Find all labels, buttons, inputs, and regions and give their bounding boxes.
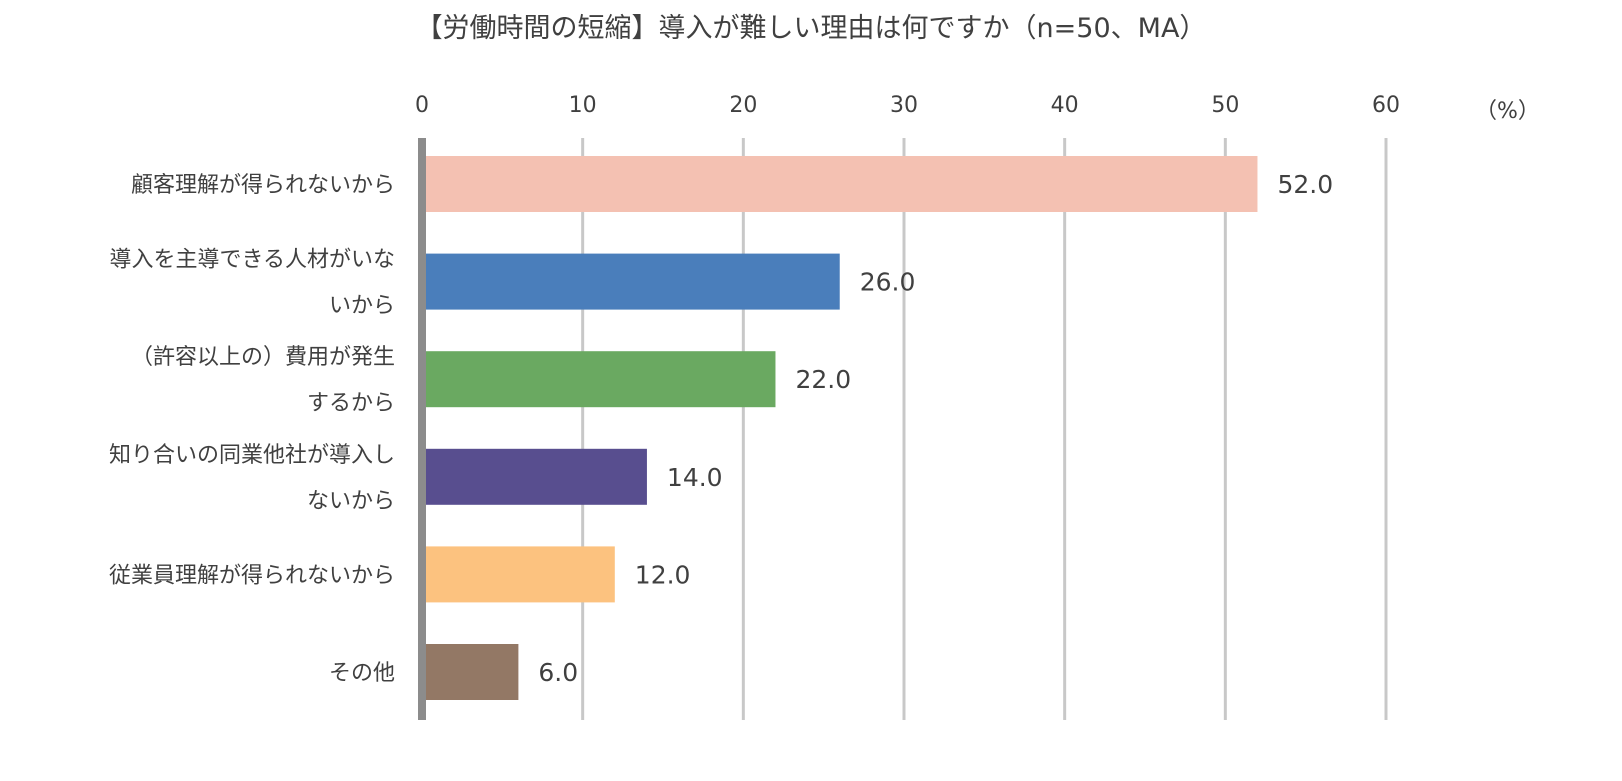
gridlines (581, 138, 1388, 720)
data-label: 22.0 (795, 365, 851, 394)
category-label: 従業員理解が得られないから (109, 563, 395, 588)
x-tick-label: 40 (1051, 93, 1079, 118)
category-label: その他 (329, 661, 395, 686)
x-tick-label: 0 (415, 93, 429, 118)
chart-title: 【労働時間の短縮】導入が難しい理由は何ですか（n=50、MA） (416, 13, 1207, 44)
x-axis-ticks: 0 10 20 30 40 50 60 (415, 93, 1400, 118)
bars (422, 156, 1258, 700)
bar (422, 644, 519, 700)
category-label: 顧客理解が得られないから (131, 173, 395, 198)
data-label: 14.0 (667, 463, 723, 492)
x-tick-label: 30 (890, 93, 918, 118)
bar (422, 156, 1258, 212)
category-label: するから (307, 391, 395, 416)
bar (422, 448, 647, 505)
bar (422, 546, 615, 603)
data-labels: 52.0 26.0 22.0 14.0 12.0 6.0 (538, 170, 1333, 687)
x-tick-label: 10 (569, 93, 597, 118)
category-label: （許容以上の）費用が発生 (131, 345, 395, 370)
data-label: 26.0 (860, 268, 916, 297)
x-tick-label: 50 (1211, 93, 1239, 118)
data-label: 6.0 (538, 658, 578, 687)
bar (422, 351, 776, 408)
category-label: いから (329, 294, 395, 319)
data-label: 52.0 (1277, 170, 1333, 199)
x-tick-label: 60 (1372, 93, 1400, 118)
bar (422, 253, 840, 310)
data-label: 12.0 (635, 560, 691, 589)
category-label: 導入を主導できる人材がいな (109, 248, 395, 273)
category-label: 知り合いの同業他社が導入し (109, 443, 395, 468)
category-label: ないから (307, 489, 395, 514)
x-tick-label: 20 (729, 93, 757, 118)
unit-label: （%） (1475, 99, 1540, 124)
